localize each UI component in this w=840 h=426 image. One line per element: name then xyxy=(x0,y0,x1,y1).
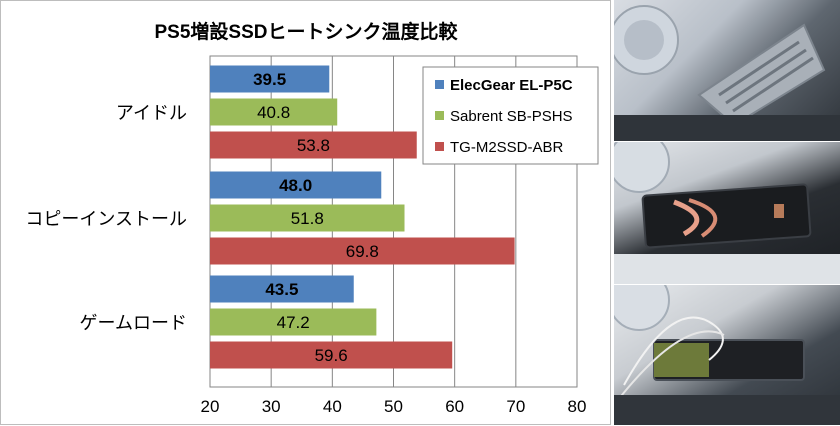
legend-swatch xyxy=(435,142,444,151)
data-label: 40.8 xyxy=(257,103,290,122)
bar xyxy=(210,204,405,232)
bar xyxy=(210,98,338,126)
legend-label: Sabrent SB-PSHS xyxy=(450,108,573,125)
bar xyxy=(210,65,330,93)
data-label: 39.5 xyxy=(253,70,286,89)
category-label: コピーインストール xyxy=(25,209,187,229)
heatsink-black-red-photo xyxy=(612,142,840,284)
bar xyxy=(210,171,382,199)
chart-panel: PS5増設SSDヒートシンク温度比較 20 30 40 50 60 70 80 アイドル 39.5… xyxy=(0,0,611,425)
data-label: 43.5 xyxy=(265,280,298,299)
bar xyxy=(210,341,453,369)
x-tick-label: 80 xyxy=(568,397,587,416)
data-label: 47.2 xyxy=(277,313,310,332)
heatsink-silver-fins-photo xyxy=(612,0,840,141)
bar xyxy=(210,237,515,265)
legend-label: TG-M2SSD-ABR xyxy=(450,139,564,156)
legend-swatch xyxy=(435,80,444,89)
category-label: ゲームロード xyxy=(80,313,187,333)
data-label: 48.0 xyxy=(279,176,312,195)
chart-title: PS5増設SSDヒートシンク温度比較 xyxy=(155,20,459,43)
x-tick-label: 30 xyxy=(262,397,281,416)
x-tick-label: 40 xyxy=(323,397,342,416)
bar xyxy=(210,131,417,159)
legend-label: ElecGear EL-P5C xyxy=(450,77,573,94)
data-label: 53.8 xyxy=(297,136,330,155)
x-tick-label: 60 xyxy=(445,397,464,416)
data-label: 51.8 xyxy=(291,209,324,228)
bar xyxy=(210,308,377,336)
x-tick-label: 70 xyxy=(506,397,525,416)
legend-box xyxy=(422,66,599,165)
data-label: 69.8 xyxy=(346,242,379,261)
chart-svg: PS5増設SSDヒートシンク温度比較 20 30 40 50 60 70 80 アイドル 39.5… xyxy=(25,20,599,416)
x-tick-label: 20 xyxy=(201,397,220,416)
category-label: アイドル xyxy=(116,103,187,123)
bar xyxy=(210,275,354,303)
heatsink-with-sensor-wire-photo xyxy=(612,285,840,425)
data-label: 59.6 xyxy=(315,346,348,365)
x-tick-label: 50 xyxy=(384,397,403,416)
legend-swatch xyxy=(435,111,444,120)
